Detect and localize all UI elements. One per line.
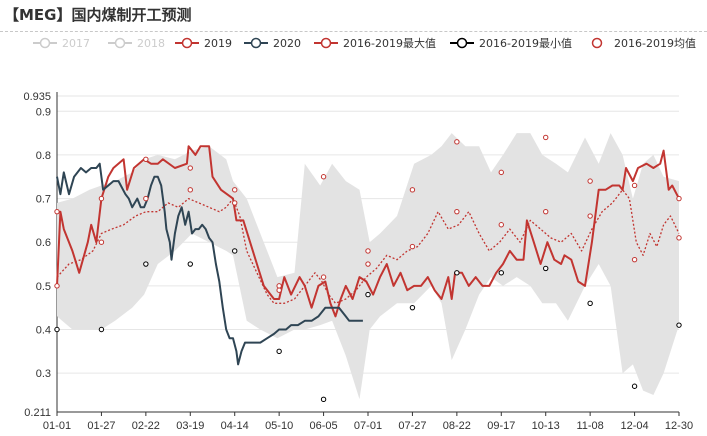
min-marker bbox=[320, 396, 327, 403]
mean-marker bbox=[543, 208, 549, 215]
legend-symbol-icon bbox=[591, 37, 603, 49]
y-tick-label: 0.4 bbox=[36, 325, 51, 337]
x-tick-label: 08-22 bbox=[443, 420, 471, 432]
legend-symbol-icon bbox=[108, 37, 132, 49]
legend-item-4[interactable]: 2016-2019最大值 bbox=[313, 33, 436, 53]
legend-item-6[interactable]: 2016-2019均值 bbox=[584, 33, 696, 53]
mean-marker bbox=[409, 243, 416, 250]
mean-marker bbox=[187, 187, 193, 193]
x-tick-label: 01-01 bbox=[43, 420, 71, 432]
x-tick-label: 06-05 bbox=[310, 420, 338, 432]
max-marker bbox=[98, 195, 105, 202]
min-marker bbox=[454, 270, 460, 276]
legend-label: 2019 bbox=[204, 36, 232, 50]
max-marker bbox=[276, 283, 282, 289]
x-tick-label: 10-13 bbox=[532, 420, 560, 432]
mean-marker bbox=[454, 208, 460, 215]
min-marker bbox=[587, 300, 593, 307]
x-tick-label: 05-10 bbox=[265, 420, 293, 432]
mean-marker bbox=[631, 256, 638, 263]
series-line-0 bbox=[56, 145, 680, 318]
mean-marker bbox=[276, 287, 282, 293]
max-marker bbox=[365, 248, 371, 254]
legend-item-3[interactable]: 2020 bbox=[243, 33, 301, 53]
max-marker bbox=[232, 187, 238, 193]
legend-item-1[interactable]: 2018 bbox=[107, 33, 165, 53]
series-line-1 bbox=[56, 162, 363, 366]
min-marker bbox=[276, 348, 282, 355]
x-tick-label: 07-27 bbox=[398, 420, 426, 432]
legend-symbol-icon bbox=[314, 37, 338, 49]
max-marker bbox=[320, 174, 327, 180]
max-marker bbox=[454, 139, 460, 145]
min-marker bbox=[543, 265, 549, 272]
max-marker bbox=[143, 156, 149, 162]
x-tick-label: 12-30 bbox=[665, 420, 693, 432]
min-marker bbox=[54, 326, 60, 333]
max-marker bbox=[676, 195, 682, 202]
max-marker bbox=[187, 165, 193, 171]
legend-symbol-icon bbox=[175, 37, 199, 49]
min-marker bbox=[676, 322, 682, 328]
max-marker bbox=[543, 134, 549, 141]
max-marker bbox=[631, 182, 638, 189]
legend-label: 2016-2019最小值 bbox=[479, 37, 572, 50]
y-tick-label: 0.935 bbox=[23, 91, 51, 103]
mean-marker bbox=[676, 235, 682, 241]
y-tick-label: 0.9 bbox=[36, 106, 51, 118]
min-marker bbox=[232, 248, 238, 254]
legend-label: 2016-2019最大值 bbox=[343, 37, 436, 50]
max-marker bbox=[409, 187, 416, 193]
mean-marker bbox=[365, 261, 371, 267]
mean-marker bbox=[98, 239, 105, 245]
series-line-2 bbox=[56, 189, 680, 304]
min-marker bbox=[631, 383, 638, 389]
y-tick-label: 0.8 bbox=[36, 150, 51, 162]
mean-marker bbox=[320, 274, 327, 280]
min-marker bbox=[498, 270, 504, 276]
legend-symbol-icon bbox=[244, 37, 268, 49]
x-tick-label: 02-22 bbox=[132, 420, 160, 432]
min-marker bbox=[409, 304, 416, 311]
legend-label: 2018 bbox=[137, 36, 165, 50]
min-marker bbox=[365, 291, 371, 298]
x-tick-label: 12-04 bbox=[621, 420, 649, 432]
min-marker bbox=[143, 261, 149, 267]
max-marker bbox=[587, 178, 593, 184]
mean-marker bbox=[587, 213, 593, 219]
legend-label: 2020 bbox=[273, 36, 301, 50]
x-tick-label: 04-14 bbox=[221, 420, 249, 432]
x-tick-label: 09-17 bbox=[487, 420, 515, 432]
legend-label: 2017 bbox=[62, 36, 90, 50]
page-title: 【MEG】国内煤制开工预测 bbox=[4, 6, 192, 24]
mean-marker bbox=[54, 283, 60, 289]
max-marker bbox=[54, 208, 60, 215]
legend-symbol-icon bbox=[33, 37, 57, 49]
legend-label: 2016-2019均值 bbox=[614, 37, 696, 50]
x-tick-label: 07-01 bbox=[354, 420, 382, 432]
min-marker bbox=[187, 261, 193, 267]
y-tick-label: 0.5 bbox=[36, 281, 51, 293]
y-tick-label: 0.6 bbox=[36, 237, 51, 249]
y-tick-label: 0.211 bbox=[24, 407, 51, 419]
title-divider bbox=[0, 31, 707, 32]
y-tick-label: 0.7 bbox=[36, 194, 51, 206]
legend-item-2[interactable]: 2019 bbox=[174, 33, 232, 53]
x-tick-label: 01-27 bbox=[87, 420, 115, 432]
y-tick-label: 0.3 bbox=[36, 368, 51, 380]
x-tick-label: 11-08 bbox=[576, 420, 603, 432]
legend-item-0[interactable]: 2017 bbox=[32, 33, 90, 53]
mean-marker bbox=[232, 200, 238, 206]
max-marker bbox=[498, 169, 504, 176]
legend-item-5[interactable]: 2016-2019最小值 bbox=[449, 33, 572, 53]
x-tick-label: 03-19 bbox=[176, 420, 204, 432]
mean-marker bbox=[143, 195, 149, 202]
legend-symbol-icon bbox=[450, 37, 474, 49]
chart-legend: 2017 2018 2019 2020 2016-2019最大值 2016-2019最小值… bbox=[0, 33, 707, 53]
min-marker bbox=[98, 326, 105, 333]
mean-marker bbox=[498, 222, 504, 228]
